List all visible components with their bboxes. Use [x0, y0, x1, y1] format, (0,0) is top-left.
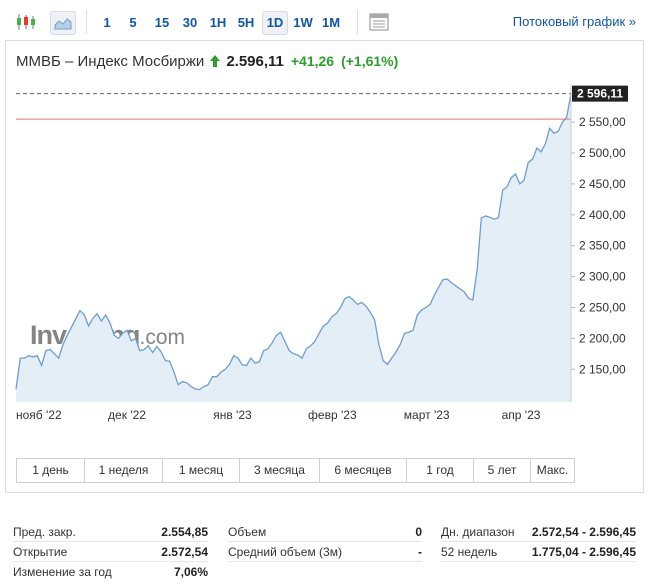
last-value-label: 2 596,11	[577, 87, 623, 101]
stat-value: 0	[415, 525, 422, 539]
stat-label: Объем	[228, 525, 267, 539]
y-tick-label: 2 500,00	[579, 146, 626, 160]
watermark-suffix: .com	[139, 326, 186, 349]
stat-yearly-change: Изменение за год 7,06%	[13, 562, 208, 582]
period-max-button[interactable]: Макс.	[536, 463, 569, 477]
stat-avg-volume: Средний объем (3м) -	[228, 542, 422, 562]
range-15-button[interactable]: 15	[154, 15, 170, 30]
y-tick-label: 2 150,00	[579, 362, 626, 376]
y-tick-label: 2 350,00	[579, 239, 626, 253]
instrument-name: ММВБ – Индекс Мосбиржи	[16, 52, 205, 70]
period-1-year-button[interactable]: 1 год	[407, 459, 474, 482]
stat-label: Дн. диапазон	[441, 525, 515, 539]
period-1-month-button[interactable]: 1 месяц	[163, 459, 240, 482]
stat-prev-close: Пред. закр. 2.554,85	[13, 522, 208, 542]
period-6-months-button[interactable]: 6 месяцев	[320, 459, 407, 482]
y-tick-label: 2 250,00	[579, 300, 626, 314]
series-area-fill	[16, 93, 571, 402]
range-1d-button[interactable]: 1D	[262, 11, 288, 35]
x-tick-label: дек '22	[108, 408, 146, 422]
toolbar-divider	[357, 10, 358, 34]
period-5-years-button[interactable]: 5 лет	[474, 459, 531, 482]
stat-volume: Объем 0	[228, 522, 422, 542]
y-tick-label: 2 300,00	[579, 270, 626, 284]
range-1-button[interactable]: 1	[103, 15, 111, 30]
stat-52-week-range: 52 недель 1.775,04 - 2.596,45	[441, 542, 636, 562]
x-tick-label: апр '23	[502, 408, 541, 422]
stat-value: -	[418, 545, 422, 559]
quote-header: ММВБ – Индекс Мосбиржи 2.596,11 +41,26 (…	[16, 52, 398, 70]
stat-value: 1.775,04 - 2.596,45	[531, 545, 636, 559]
x-tick-label: март '23	[404, 408, 450, 422]
stat-value: 7,06%	[173, 565, 208, 579]
chart-toolbar: 1 5 15 30 1H 5H 1D 1W 1M Потоковый графи…	[0, 0, 650, 44]
stat-open: Открытие 2.572,54	[13, 542, 208, 562]
stat-label: Средний объем (3м)	[228, 545, 342, 559]
y-tick-label: 2 550,00	[579, 115, 626, 129]
stat-label: Изменение за год	[13, 565, 112, 579]
series-line	[15, 93, 572, 391]
table-icon[interactable]	[367, 11, 391, 33]
area-chart-icon[interactable]	[50, 11, 76, 35]
chart-panel	[5, 40, 644, 493]
stat-value: 2.554,85	[161, 525, 208, 539]
up-arrow-icon	[210, 55, 221, 67]
toolbar-divider	[86, 10, 87, 34]
period-1-week-button[interactable]: 1 неделя	[85, 459, 163, 482]
price-chart[interactable]: 2 150,00 2 200,00 2 250,00 2 300,00 2 350,00…	[0, 0, 650, 500]
period-1-day-button[interactable]: 1 день	[17, 459, 85, 482]
stat-label: Пред. закр.	[13, 525, 76, 539]
x-tick-label: янв '23	[213, 408, 252, 422]
range-1m-button[interactable]: 1M	[321, 15, 341, 30]
price-change: +41,26	[290, 53, 335, 69]
x-tick-label: нояб '22	[16, 408, 62, 422]
range-1w-button[interactable]: 1W	[293, 15, 313, 30]
y-tick-label: 2 200,00	[579, 331, 626, 345]
last-price: 2.596,11	[226, 52, 284, 70]
stat-value: 2.572,54 - 2.596,45	[531, 525, 636, 539]
x-tick-label: февр '23	[308, 408, 357, 422]
stat-value: 2.572,54	[161, 545, 208, 559]
period-selector: 1 день 1 неделя 1 месяц 3 месяца 6 месяц…	[16, 458, 575, 483]
stat-day-range: Дн. диапазон 2.572,54 - 2.596,45	[441, 522, 636, 542]
y-tick-label: 2 450,00	[579, 177, 626, 191]
streaming-chart-link[interactable]: Потоковый график »	[512, 14, 636, 29]
range-30-button[interactable]: 30	[182, 15, 198, 30]
range-1h-button[interactable]: 1H	[209, 15, 227, 30]
range-5h-button[interactable]: 5H	[237, 15, 255, 30]
range-5-button[interactable]: 5	[129, 15, 137, 30]
last-value-badge	[572, 85, 628, 102]
period-3-months-button[interactable]: 3 месяца	[240, 459, 320, 482]
stat-label: Открытие	[13, 545, 68, 559]
y-tick-label: 2 400,00	[579, 208, 626, 222]
stat-label: 52 недель	[441, 545, 498, 559]
price-change-percent: (+1,61%)	[341, 53, 399, 69]
candlestick-icon[interactable]	[14, 11, 38, 33]
